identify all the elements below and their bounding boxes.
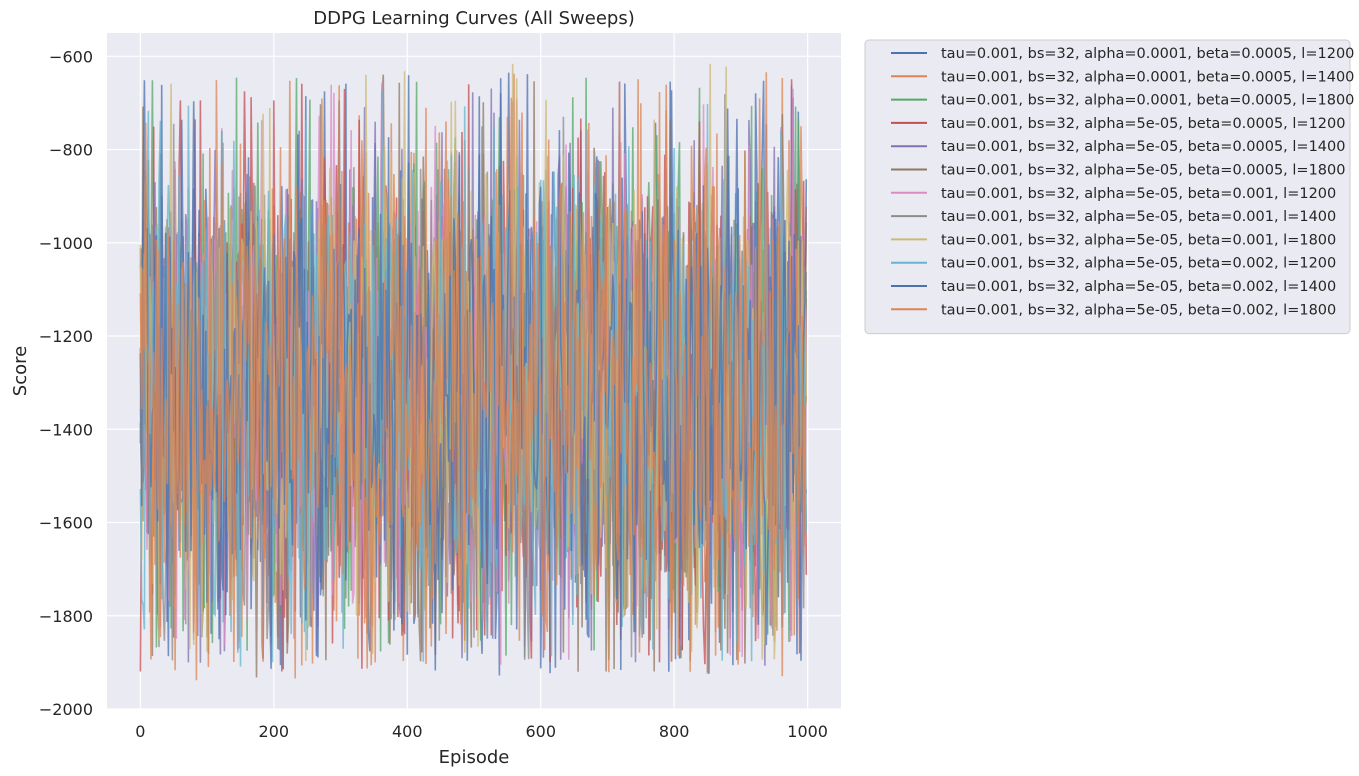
x-tick-label: 0 xyxy=(135,722,145,741)
y-tick-label: −1600 xyxy=(39,514,93,533)
legend-label: tau=0.001, bs=32, alpha=0.0001, beta=0.0… xyxy=(941,46,1354,62)
legend-label: tau=0.001, bs=32, alpha=5e-05, beta=0.00… xyxy=(941,209,1336,225)
y-axis-label: Score xyxy=(10,346,31,396)
legend-label: tau=0.001, bs=32, alpha=5e-05, beta=0.00… xyxy=(941,186,1336,202)
series-line xyxy=(139,72,808,681)
x-tick-label: 1000 xyxy=(787,722,828,741)
legend-label: tau=0.001, bs=32, alpha=5e-05, beta=0.00… xyxy=(941,302,1336,318)
x-tick-label: 400 xyxy=(392,722,423,741)
legend-label: tau=0.001, bs=32, alpha=5e-05, beta=0.00… xyxy=(941,139,1346,155)
series-lines xyxy=(139,63,808,681)
x-tick-label: 200 xyxy=(259,722,290,741)
legend-label: tau=0.001, bs=32, alpha=0.0001, beta=0.0… xyxy=(941,93,1354,109)
legend-label: tau=0.001, bs=32, alpha=5e-05, beta=0.00… xyxy=(941,279,1336,295)
legend-label: tau=0.001, bs=32, alpha=5e-05, beta=0.00… xyxy=(941,256,1336,272)
x-axis-ticks: 0 200 400 600 800 1000 xyxy=(135,722,828,741)
y-tick-label: −1000 xyxy=(39,234,93,253)
legend-label: tau=0.001, bs=32, alpha=5e-05, beta=0.00… xyxy=(941,232,1336,248)
y-tick-label: −600 xyxy=(49,47,93,66)
y-tick-label: −1200 xyxy=(39,327,93,346)
x-tick-label: 600 xyxy=(525,722,556,741)
y-tick-label: −800 xyxy=(49,141,93,160)
chart-title: DDPG Learning Curves (All Sweeps) xyxy=(313,8,635,29)
y-tick-label: −1800 xyxy=(39,607,93,626)
x-tick-label: 800 xyxy=(659,722,690,741)
y-axis-ticks: −2000 −1800 −1600 −1400 −1200 −1000 −800 −600 xyxy=(39,47,93,719)
legend-box xyxy=(864,39,1351,335)
x-axis-label: Episode xyxy=(439,747,510,768)
legend-label: tau=0.001, bs=32, alpha=5e-05, beta=0.00… xyxy=(941,163,1346,179)
y-tick-label: −2000 xyxy=(39,700,93,719)
legend-label: tau=0.001, bs=32, alpha=0.0001, beta=0.0… xyxy=(941,69,1354,85)
y-tick-label: −1400 xyxy=(39,420,93,439)
legend-label: tau=0.001, bs=32, alpha=5e-05, beta=0.00… xyxy=(941,116,1346,132)
legend: tau=0.001, bs=32, alpha=0.0001, beta=0.0… xyxy=(864,39,1354,335)
